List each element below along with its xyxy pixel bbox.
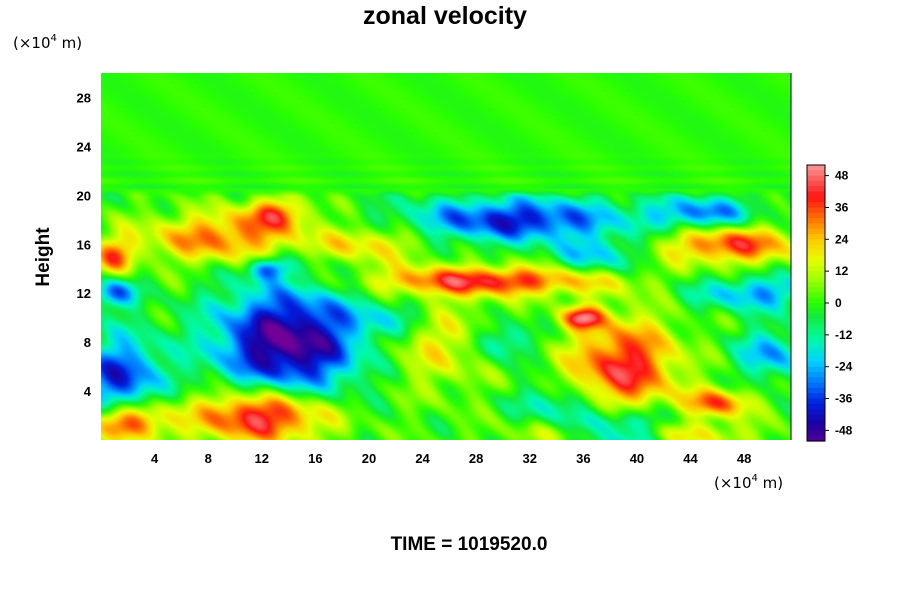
colorbar-tick-labels: 48 36 24 12 0 -12 -24 -36 -48 — [825, 169, 853, 437]
colorbar-band — [807, 308, 825, 315]
colorbar-band — [807, 303, 825, 309]
x-tick-label-40: 40 — [630, 451, 644, 466]
x-tick-label-20: 20 — [362, 451, 376, 466]
colorbar-band — [807, 313, 825, 320]
colorbar-tick-label-0: 0 — [835, 296, 842, 310]
y-tick-label-16: 16 — [77, 237, 91, 252]
colorbar-band — [807, 340, 825, 347]
colorbar-band — [807, 419, 825, 426]
colorbar-band — [807, 260, 825, 267]
colorbar-band — [807, 356, 825, 362]
colorbar-tick-label-24: 24 — [835, 232, 849, 246]
colorbar-tick-label--48: -48 — [835, 423, 853, 437]
colorbar-band — [807, 334, 825, 341]
x-tick-label-36: 36 — [576, 451, 590, 466]
x-tick-label-28: 28 — [469, 451, 483, 466]
colorbar-band — [807, 345, 825, 352]
colorbar-band — [807, 196, 825, 203]
colorbar-band — [807, 191, 825, 198]
colorbar-band — [807, 212, 825, 219]
colorbar-tick-label--24: -24 — [835, 360, 853, 374]
colorbar-band — [807, 228, 825, 235]
colorbar-band — [807, 398, 825, 405]
colorbar-tick-label-36: 36 — [835, 200, 849, 214]
x-tick-label-24: 24 — [415, 451, 430, 466]
colorbar: 48 36 24 12 0 -12 -24 -36 -48 — [806, 164, 853, 442]
colorbar-band — [807, 165, 825, 171]
x-tick-label-32: 32 — [523, 451, 537, 466]
y-tick-labels: 4 8 12 16 20 24 28 — [77, 90, 92, 399]
colorbar-band — [807, 361, 825, 368]
x-tick-label-44: 44 — [683, 451, 698, 466]
y-tick-label-24: 24 — [77, 139, 92, 154]
x-tick-labels: 4 8 12 16 20 24 28 32 36 40 44 48 — [151, 451, 751, 466]
y-axis-unit: (×104 m) — [13, 33, 82, 52]
colorbar-band — [807, 409, 825, 416]
colorbar-band — [807, 366, 825, 373]
colorbar-tick-label-48: 48 — [835, 169, 849, 183]
colorbar-band — [807, 180, 825, 187]
colorbar-band — [807, 175, 825, 182]
colorbar-band — [807, 234, 825, 240]
colorbar-band — [807, 287, 825, 293]
colorbar-band — [807, 297, 825, 304]
colorbar-band — [807, 281, 825, 288]
colorbar-band — [807, 239, 825, 246]
colorbar-band — [807, 244, 825, 251]
x-tick-label-4: 4 — [151, 451, 159, 466]
y-tick-label-28: 28 — [77, 90, 91, 105]
x-tick-label-16: 16 — [308, 451, 322, 466]
colorbar-band — [807, 292, 825, 299]
colorbar-band — [807, 377, 825, 384]
x-tick-label-12: 12 — [255, 451, 269, 466]
colorbar-band — [807, 202, 825, 209]
colorbar-band — [807, 249, 825, 256]
colorbar-band — [807, 387, 825, 394]
colorbar-tick-label-12: 12 — [835, 264, 849, 278]
colorbar-band — [807, 425, 825, 431]
colorbar-tick-label--12: -12 — [835, 328, 853, 342]
colorbar-band — [807, 324, 825, 331]
colorbar-band — [807, 186, 825, 193]
y-axis-label: Height — [33, 227, 54, 287]
y-tick-label-12: 12 — [77, 286, 91, 301]
time-label: TIME = 1019520.0 — [391, 534, 548, 555]
colorbar-band — [807, 255, 825, 262]
colorbar-band — [807, 393, 825, 400]
colorbar-band — [807, 414, 825, 421]
heatmap-canvas — [101, 73, 791, 440]
colorbar-band — [807, 350, 825, 357]
colorbar-tick-label--36: -36 — [835, 392, 853, 406]
y-tick-label-20: 20 — [77, 188, 91, 203]
colorbar-band — [807, 435, 825, 442]
x-tick-label-8: 8 — [205, 451, 212, 466]
colorbar-bands — [807, 165, 825, 442]
y-tick-label-8: 8 — [84, 335, 91, 350]
colorbar-band — [807, 430, 825, 437]
colorbar-band — [807, 372, 825, 378]
colorbar-band — [807, 329, 825, 336]
colorbar-band — [807, 170, 825, 177]
y-tick-label-4: 4 — [84, 384, 92, 399]
colorbar-band — [807, 265, 825, 272]
colorbar-band — [807, 271, 825, 278]
colorbar-band — [807, 403, 825, 410]
colorbar-band — [807, 223, 825, 230]
colorbar-band — [807, 218, 825, 224]
x-tick-label-48: 48 — [737, 451, 751, 466]
chart-title: zonal velocity — [363, 2, 527, 30]
x-axis-unit: (×104 m) — [714, 473, 783, 492]
plot-area — [101, 73, 792, 440]
colorbar-band — [807, 207, 825, 214]
colorbar-band — [807, 276, 825, 283]
colorbar-band — [807, 382, 825, 389]
colorbar-band — [807, 318, 825, 325]
